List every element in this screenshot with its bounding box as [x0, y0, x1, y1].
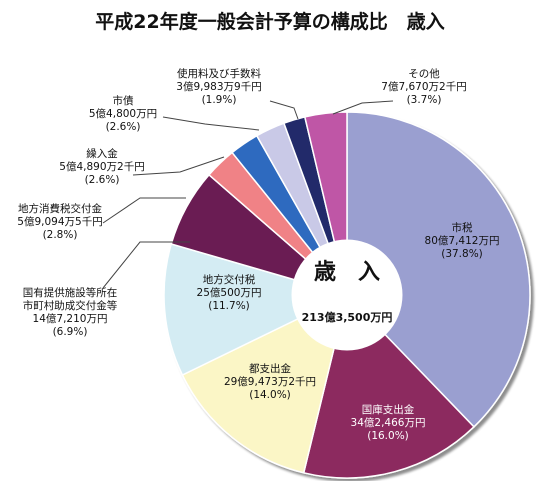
slice-label-2: 国庫支出金 34億2,466万円(16.0%)	[351, 403, 426, 442]
slice-percent: (2.8%)	[43, 229, 78, 241]
slice-label-4: 地方交付税 25億500万円(11.7%)	[197, 273, 262, 312]
slice-percent: (16.0%)	[367, 430, 409, 442]
slice-label-5: 国有提供施設等所在市町村助成交付金等 14億7,210万円(6.9%)	[23, 286, 118, 338]
slice-percent: (2.6%)	[85, 174, 120, 186]
slice-amount: 29億9,473万2千円	[224, 375, 316, 388]
slice-name: 地方交付税	[203, 273, 256, 286]
slice-label-10: その他 7億7,670万2千円(3.7%)	[381, 67, 466, 106]
slice-name: 市町村助成交付金等	[23, 299, 118, 312]
slice-label-8: 市債 5億4,800万円(2.6%)	[89, 94, 157, 133]
center-total: 213億3,500万円	[302, 310, 393, 324]
slice-amount: 80億7,412万円	[425, 234, 500, 247]
slice-percent: (2.6%)	[106, 121, 141, 133]
slice-name: 地方消費税交付金	[18, 202, 102, 215]
slice-label-3: 都支出金 29億9,473万2千円(14.0%)	[224, 362, 316, 401]
chart-title: 平成22年度一般会計予算の構成比 歳入	[95, 10, 444, 33]
leader-lines	[102, 100, 394, 289]
slice-label-1: 市税 80億7,412万円(37.8%)	[425, 221, 500, 260]
slice-name: 使用料及び手数料	[177, 67, 261, 80]
leader-line-8	[162, 116, 260, 131]
slice-3	[181, 293, 349, 474]
slice-name: 国有提供施設等所在	[23, 286, 118, 299]
slice-percent: (3.7%)	[407, 94, 442, 106]
leader-line-10	[332, 100, 394, 115]
leader-line-5	[102, 241, 190, 289]
slice-name: 繰入金	[86, 147, 118, 160]
leader-line-9	[269, 100, 299, 120]
slice-amount: 3億9,983万9千円	[176, 80, 261, 93]
leader-line-6	[102, 197, 186, 224]
slice-1	[346, 111, 531, 428]
leader-line-7	[132, 156, 225, 176]
slice-percent: (37.8%)	[441, 248, 483, 260]
slice-name: その他	[408, 67, 440, 80]
slice-percent: (14.0%)	[249, 389, 291, 401]
slice-name: 市債	[113, 94, 134, 107]
slice-label-9: 使用料及び手数料 3億9,983万9千円(1.9%)	[176, 67, 261, 106]
slice-name: 市税	[452, 221, 473, 234]
slice-amount: 5億4,800万円	[89, 107, 157, 120]
slice-amount: 7億7,670万2千円	[381, 80, 466, 93]
slice-label-7: 繰入金 5億4,890万2千円(2.6%)	[59, 147, 144, 186]
center-label: 歳 入	[314, 260, 380, 285]
slice-amount: 14億7,210万円	[33, 312, 108, 325]
slice-amount: 34億2,466万円	[351, 416, 426, 429]
slice-percent: (11.7%)	[208, 300, 250, 312]
donut-hole	[291, 239, 403, 351]
slice-amount: 5億4,890万2千円	[59, 160, 144, 173]
slice-4	[163, 243, 350, 376]
slice-percent: (1.9%)	[202, 94, 237, 106]
slice-name: 国庫支出金	[362, 403, 415, 416]
slice-amount: 25億500万円	[197, 286, 262, 299]
slice-label-6: 地方消費税交付金 5億9,094万5千円(2.8%)	[17, 202, 102, 241]
slice-percent: (6.9%)	[53, 326, 88, 338]
slice-labels: 市税 80億7,412万円(37.8%) 国庫支出金 34億2,466万円(16.0%…	[17, 67, 499, 442]
slice-amount: 5億9,094万5千円	[17, 215, 102, 228]
slice-name: 都支出金	[249, 362, 291, 375]
